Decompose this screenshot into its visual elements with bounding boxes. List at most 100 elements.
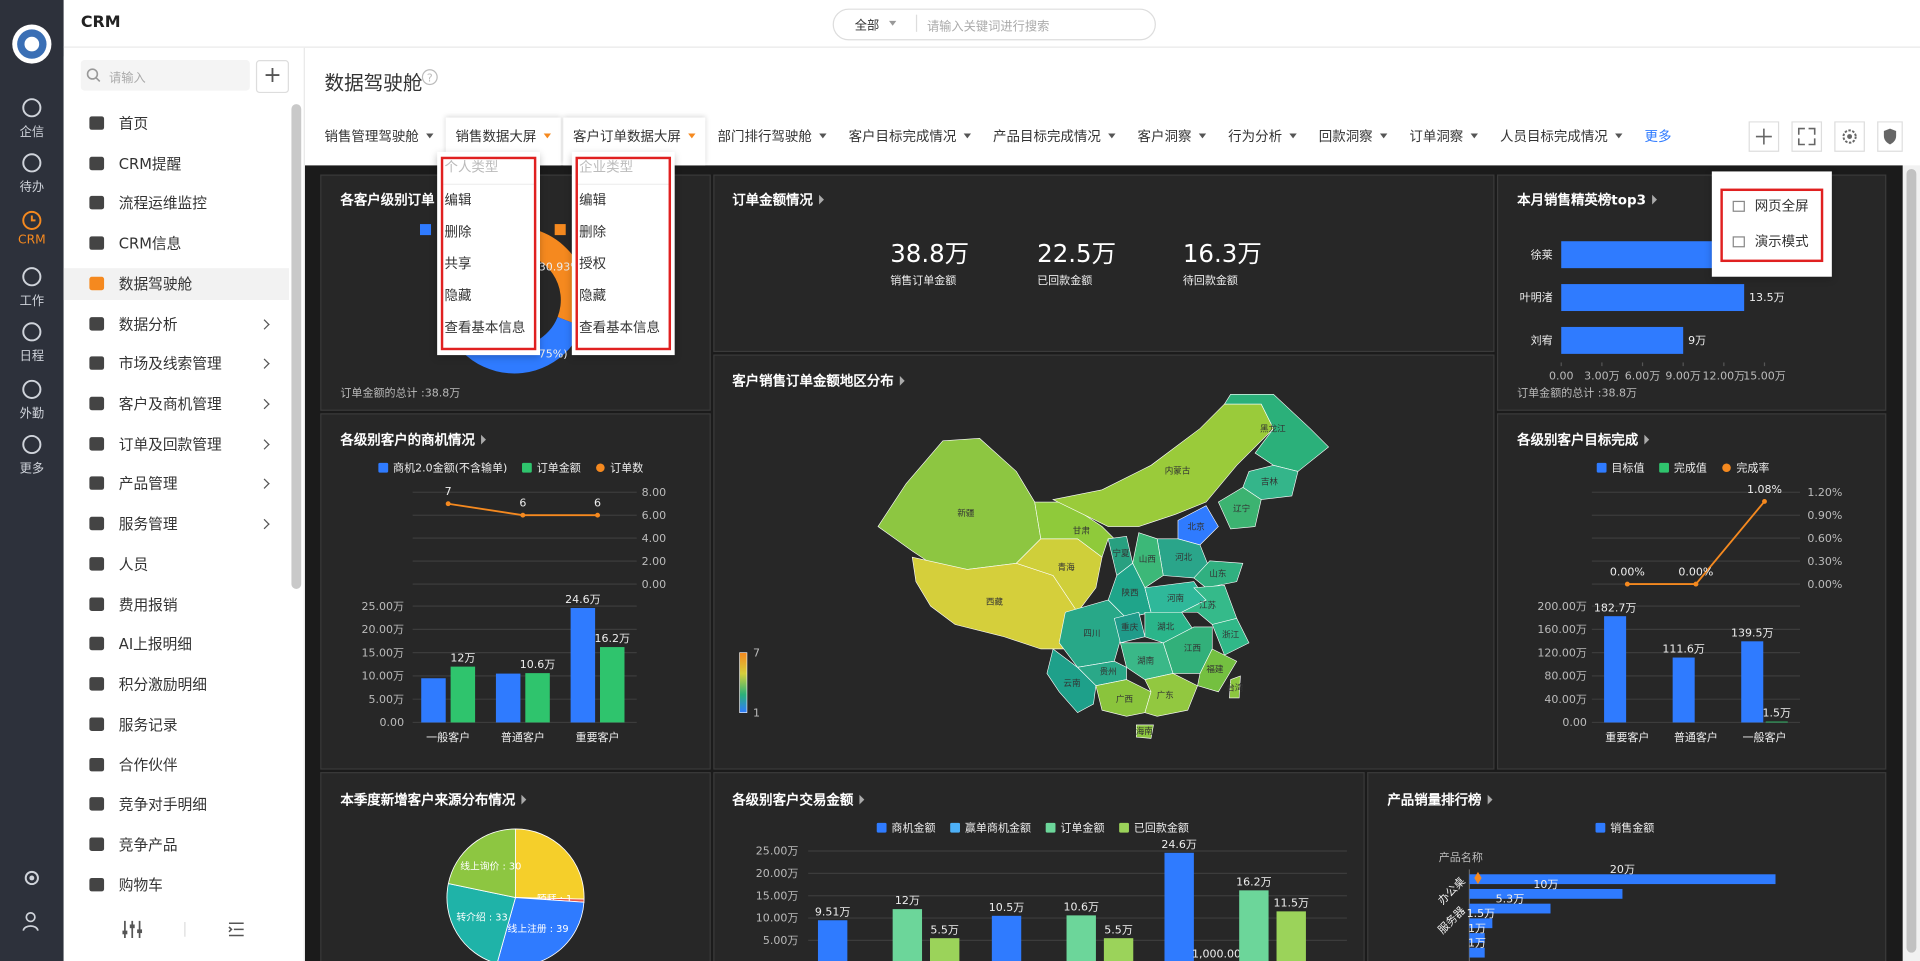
menu-item[interactable]: 数据分析 [64,308,289,340]
region-label: 辽宁 [1233,502,1250,514]
dropdown-item[interactable]: 隐藏 [579,287,607,304]
menu-icon [89,236,105,250]
tab-more[interactable]: 更多 [1644,128,1672,145]
legend-marker [1722,463,1731,473]
bar [1604,616,1627,723]
menu-scrollbar[interactable] [291,104,302,589]
caret [1198,133,1207,139]
legend-marker [1595,822,1606,833]
dropdown-item[interactable]: 查看基本信息 [579,319,661,336]
menu-item[interactable]: 产品管理 [64,468,289,500]
menu-icon [89,516,105,531]
region-label: 甘肃 [1073,525,1091,537]
tab[interactable]: 行为分析 [1228,126,1297,146]
help-icon[interactable]: ? [421,69,438,86]
menu-item[interactable]: AI上报明细 [64,629,289,661]
menu-item[interactable]: 服务管理 [64,508,289,540]
rail-item[interactable]: 企信 [19,126,45,140]
x-tick-label: 12.00万 [1703,370,1746,383]
menu-item[interactable]: 购物车 [64,869,289,901]
dropdown-item[interactable]: 删除 [444,224,472,241]
menu-item[interactable]: 客户及商机管理 [64,388,289,420]
screen-menu-item[interactable]: 网页全屏 [1732,196,1809,216]
menu-item[interactable]: 市场及线索管理 [64,348,289,380]
map-region [1181,584,1238,625]
tab[interactable]: 产品目标完成情况 [993,126,1116,146]
menu-item[interactable]: 费用报销 [64,589,289,621]
y-tick-label: 0.00 [642,578,667,591]
dashboard-scrollbar[interactable] [1902,165,1920,961]
title-arrow [859,794,865,805]
y-tick-label: 10.00万 [756,912,799,925]
menu-item[interactable]: 竞争对手明细 [64,789,289,821]
toolbar[interactable] [1748,121,1903,153]
rail-item[interactable]: 外勤 [19,407,45,422]
menu-icon [89,276,105,291]
map-region [1136,724,1154,739]
screen-menu-item[interactable]: 演示模式 [1732,231,1809,251]
dropdown-item[interactable]: 编辑 [579,192,607,209]
dropdown-item[interactable]: 授权 [579,255,607,272]
logo [12,24,52,64]
tab-label: 订单洞察 [1409,128,1464,145]
dropdown-item[interactable]: 查看基本信息 [444,319,526,336]
y-tick-label: 15.00万 [756,889,799,902]
rail-item[interactable]: CRM [18,233,46,248]
kpi-value: 16.3万 [1183,239,1262,268]
menu-label: 服务管理 [118,515,178,533]
menu-footer-tools[interactable] [121,918,256,940]
dropdown-item[interactable]: 删除 [579,224,607,241]
rail-tools[interactable] [22,868,44,941]
screen-menu-label: 网页全屏 [1754,198,1809,215]
menu-search-placeholder[interactable]: 请输入 [108,72,146,86]
bar [450,666,476,723]
menu-item[interactable]: 首页 [64,108,289,140]
tab[interactable]: 订单洞察 [1409,126,1478,146]
tab[interactable]: 部门排行驾驶舱 [718,126,827,146]
menu-icon [89,436,105,451]
menu-item[interactable]: 订单及回款管理 [64,428,289,460]
menu-item[interactable]: 流程运维监控 [64,188,289,220]
dropdown-item[interactable]: 共享 [444,255,472,272]
tab[interactable]: 销售管理驾驶舱 [324,126,434,146]
tab[interactable]: 回款洞察 [1319,126,1388,146]
menu-label: CRM信息 [118,235,182,253]
menu-item[interactable]: 服务记录 [64,709,289,741]
search-box[interactable] [832,8,1156,41]
menu-icon [89,837,105,851]
screen-menu [1711,171,1832,277]
rail-item[interactable]: 待办 [19,181,45,195]
rail-icon [22,98,42,118]
rail-item[interactable]: 日程 [19,350,45,364]
divider [915,14,918,32]
search-placeholder[interactable]: 请输入关键词进行搜索 [926,20,1050,35]
menu-item[interactable]: 积分激励明细 [64,669,289,701]
tab[interactable]: 客户目标完成情况 [849,126,972,146]
legend-label: 销售金额 [1610,820,1654,834]
add-button[interactable]: + [255,60,289,94]
panel-title: 产品销量排行榜 [1387,791,1482,808]
value-label: 182.7万 [1594,601,1637,614]
dropdown-item[interactable]: 隐藏 [444,287,472,304]
menu-item[interactable]: CRM提醒 [64,148,289,180]
legend-label: 目标值 [1611,460,1644,474]
menu-item[interactable]: 合作伙伴 [64,749,289,781]
menu-label: 人员 [118,555,149,573]
menu-item[interactable]: 人员 [64,548,289,580]
chevron [259,479,270,490]
rail-item[interactable]: 工作 [19,295,45,309]
value-label: 5.5万 [1104,923,1133,936]
menu-item[interactable]: 竞争产品 [64,829,289,861]
menu-item[interactable]: CRM信息 [64,228,289,260]
rail-item[interactable]: 更多 [19,462,45,477]
menu-item[interactable]: 数据驾驶舱 [63,268,289,300]
menu-icon [89,597,105,611]
menu-search[interactable] [80,60,250,91]
region-label: 江苏 [1199,599,1217,611]
dropdown-item[interactable]: 编辑 [444,192,472,209]
tab[interactable]: 人员目标完成情况 [1500,126,1623,146]
point [1693,581,1699,587]
search-scope[interactable]: 全部 [854,19,880,34]
x-tick-label: 15.00万 [1743,370,1786,383]
tab[interactable]: 客户洞察 [1138,126,1207,146]
